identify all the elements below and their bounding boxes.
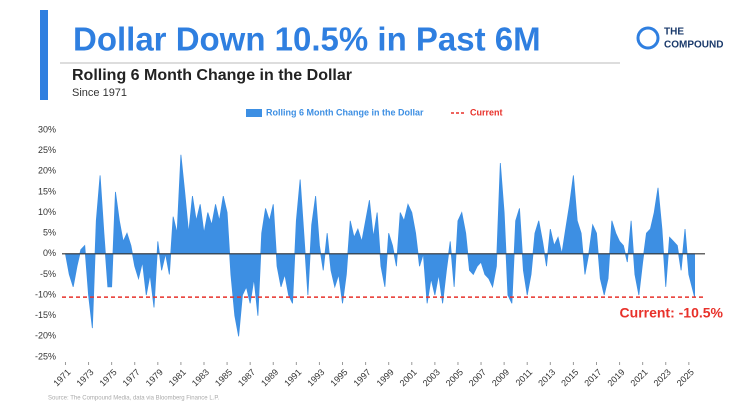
x-tick-label: 2015	[559, 367, 580, 388]
y-tick-label: -25%	[35, 351, 56, 361]
y-tick-label: 0%	[43, 248, 56, 258]
subtitle-2: Since 1971	[72, 87, 127, 99]
logo-text: COMPOUND	[664, 40, 723, 51]
x-tick-label: 1987	[236, 367, 257, 388]
source-note: Source: The Compound Media, data via Blo…	[48, 396, 220, 402]
x-tick-label: 2013	[536, 367, 557, 388]
x-tick-label: 1975	[97, 367, 118, 388]
logo-icon	[636, 26, 660, 50]
y-tick-label: -20%	[35, 331, 56, 341]
x-tick-label: 2009	[490, 367, 511, 388]
y-tick-label: 20%	[38, 166, 56, 176]
y-tick-label: 5%	[43, 228, 56, 238]
x-tick-label: 1999	[375, 367, 396, 388]
x-tick-label: 2025	[675, 367, 696, 388]
logo: THE COMPOUND	[636, 26, 723, 51]
y-tick-label: 10%	[38, 207, 56, 217]
x-tick-label: 1991	[282, 367, 303, 388]
x-tick-label: 1997	[351, 367, 372, 388]
x-tick-label: 2003	[421, 367, 442, 388]
x-tick-label: 2017	[582, 367, 603, 388]
logo-text: THE	[664, 27, 684, 38]
x-tick-label: 1981	[167, 367, 188, 388]
y-tick-label: -15%	[35, 310, 56, 320]
x-tick-label: 1989	[259, 367, 280, 388]
y-tick-label: -5%	[40, 269, 56, 279]
x-tick-label: 2001	[398, 367, 419, 388]
legend-label: Rolling 6 Month Change in the Dollar	[266, 107, 424, 117]
y-tick-label: -10%	[35, 289, 56, 299]
y-tick-label: 25%	[38, 145, 56, 155]
legend: Rolling 6 Month Change in the Dollar Cur…	[246, 107, 503, 117]
accent-bar	[40, 10, 48, 100]
x-tick-label: 1977	[121, 367, 142, 388]
x-tick-label: 1985	[213, 367, 234, 388]
x-tick-label: 1983	[190, 367, 211, 388]
area	[64, 154, 696, 337]
x-tick-label: 2011	[514, 367, 535, 388]
x-tick-label: 1979	[144, 367, 165, 388]
x-tick-label: 1971	[51, 367, 72, 388]
x-tick-label: 2005	[444, 367, 465, 388]
y-tick-label: 30%	[38, 124, 56, 134]
chart-title: Dollar Down 10.5% in Past 6M	[73, 21, 541, 58]
x-tick-label: 1993	[305, 367, 326, 388]
subtitle: Rolling 6 Month Change in the Dollar	[72, 67, 352, 84]
x-tick-label: 2021	[629, 367, 650, 388]
reference-label: Current: -10.5%	[620, 305, 724, 321]
y-tick-label: 15%	[38, 186, 56, 196]
x-tick-label: 2007	[467, 367, 488, 388]
x-tick-label: 1973	[74, 367, 95, 388]
x-tick-label: 2019	[605, 367, 626, 388]
x-tick-label: 2023	[652, 367, 673, 388]
legend-label: Current	[470, 107, 503, 117]
legend-swatch	[246, 109, 262, 117]
x-tick-label: 1995	[328, 367, 349, 388]
